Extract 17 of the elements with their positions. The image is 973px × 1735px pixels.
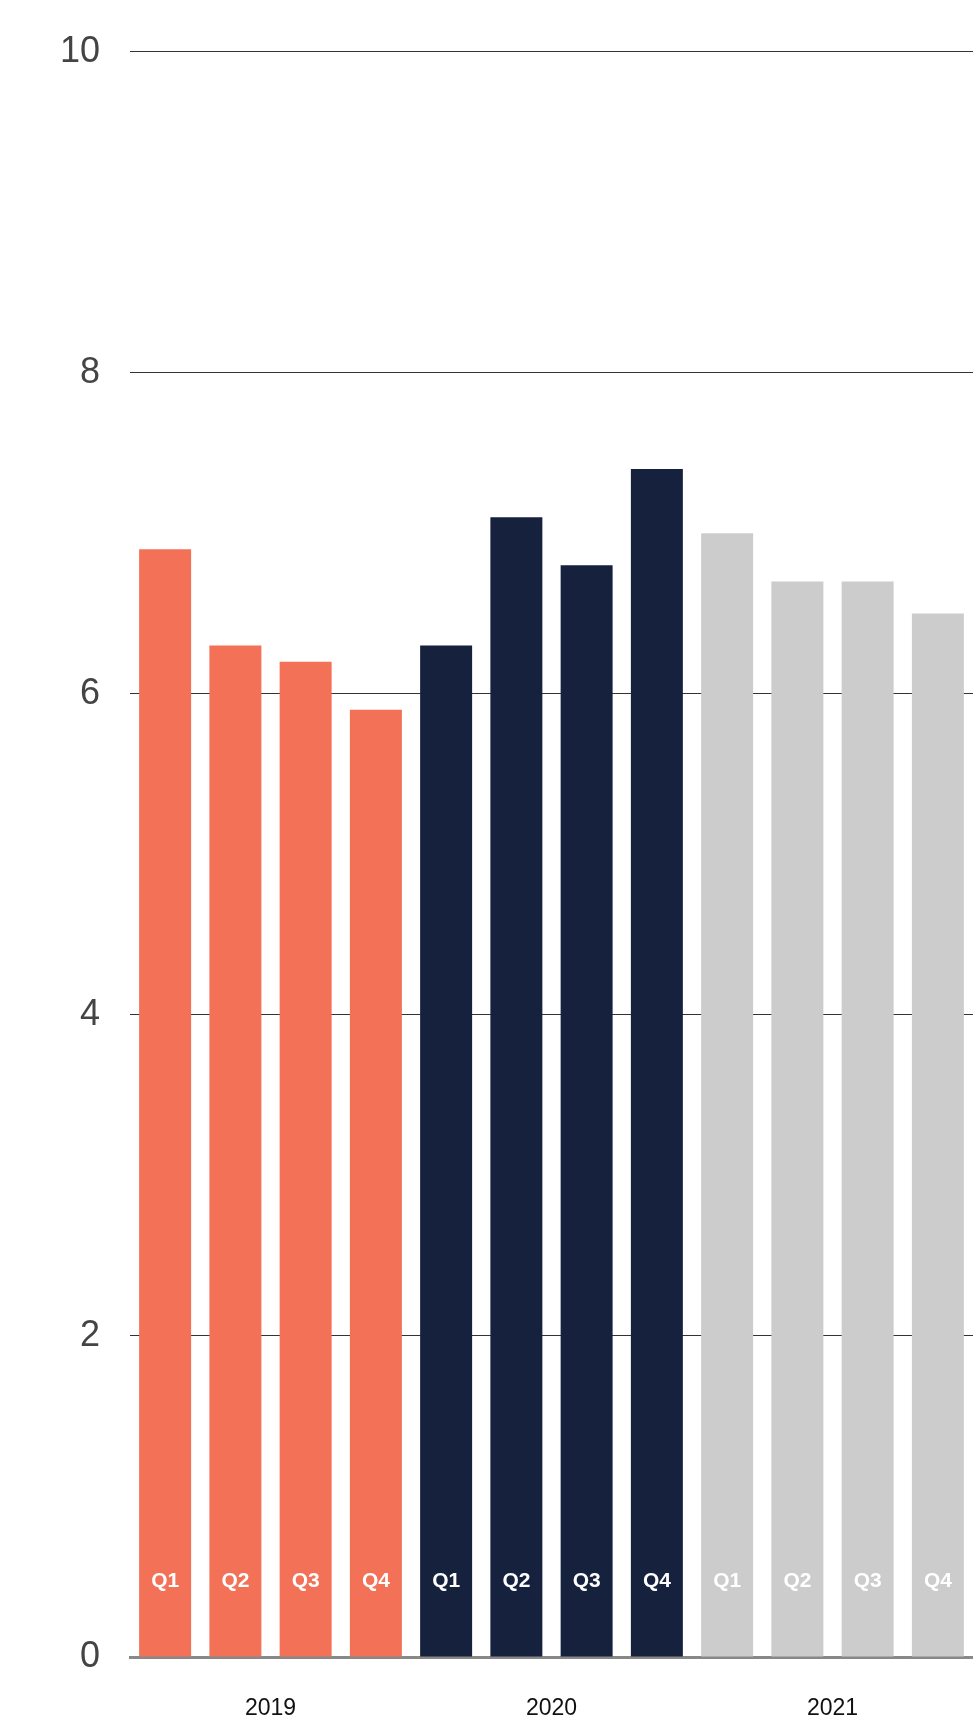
x-tick-label: Q4 xyxy=(642,1567,672,1591)
y-tick-label: 6 xyxy=(79,670,100,712)
x-tick-label: Q2 xyxy=(502,1567,531,1591)
y-tick-label: 10 xyxy=(59,28,100,70)
x-tick-label: Q3 xyxy=(291,1567,320,1591)
y-tick-label: 4 xyxy=(79,991,100,1033)
y-tick-label: 8 xyxy=(79,349,100,391)
x-tick-label: Q4 xyxy=(361,1567,391,1591)
series-label: 2021 xyxy=(806,1694,859,1720)
x-tick-label: Q3 xyxy=(572,1567,601,1591)
y-tick-label: 2 xyxy=(79,1312,100,1354)
x-tick-label: Q1 xyxy=(432,1567,461,1591)
x-tick-label: Q1 xyxy=(151,1567,180,1591)
x-tick-label: Q2 xyxy=(221,1567,250,1591)
series-label: 2019 xyxy=(244,1694,297,1720)
y-tick-label: 0 xyxy=(79,1633,100,1675)
series-label: 2020 xyxy=(525,1694,578,1720)
